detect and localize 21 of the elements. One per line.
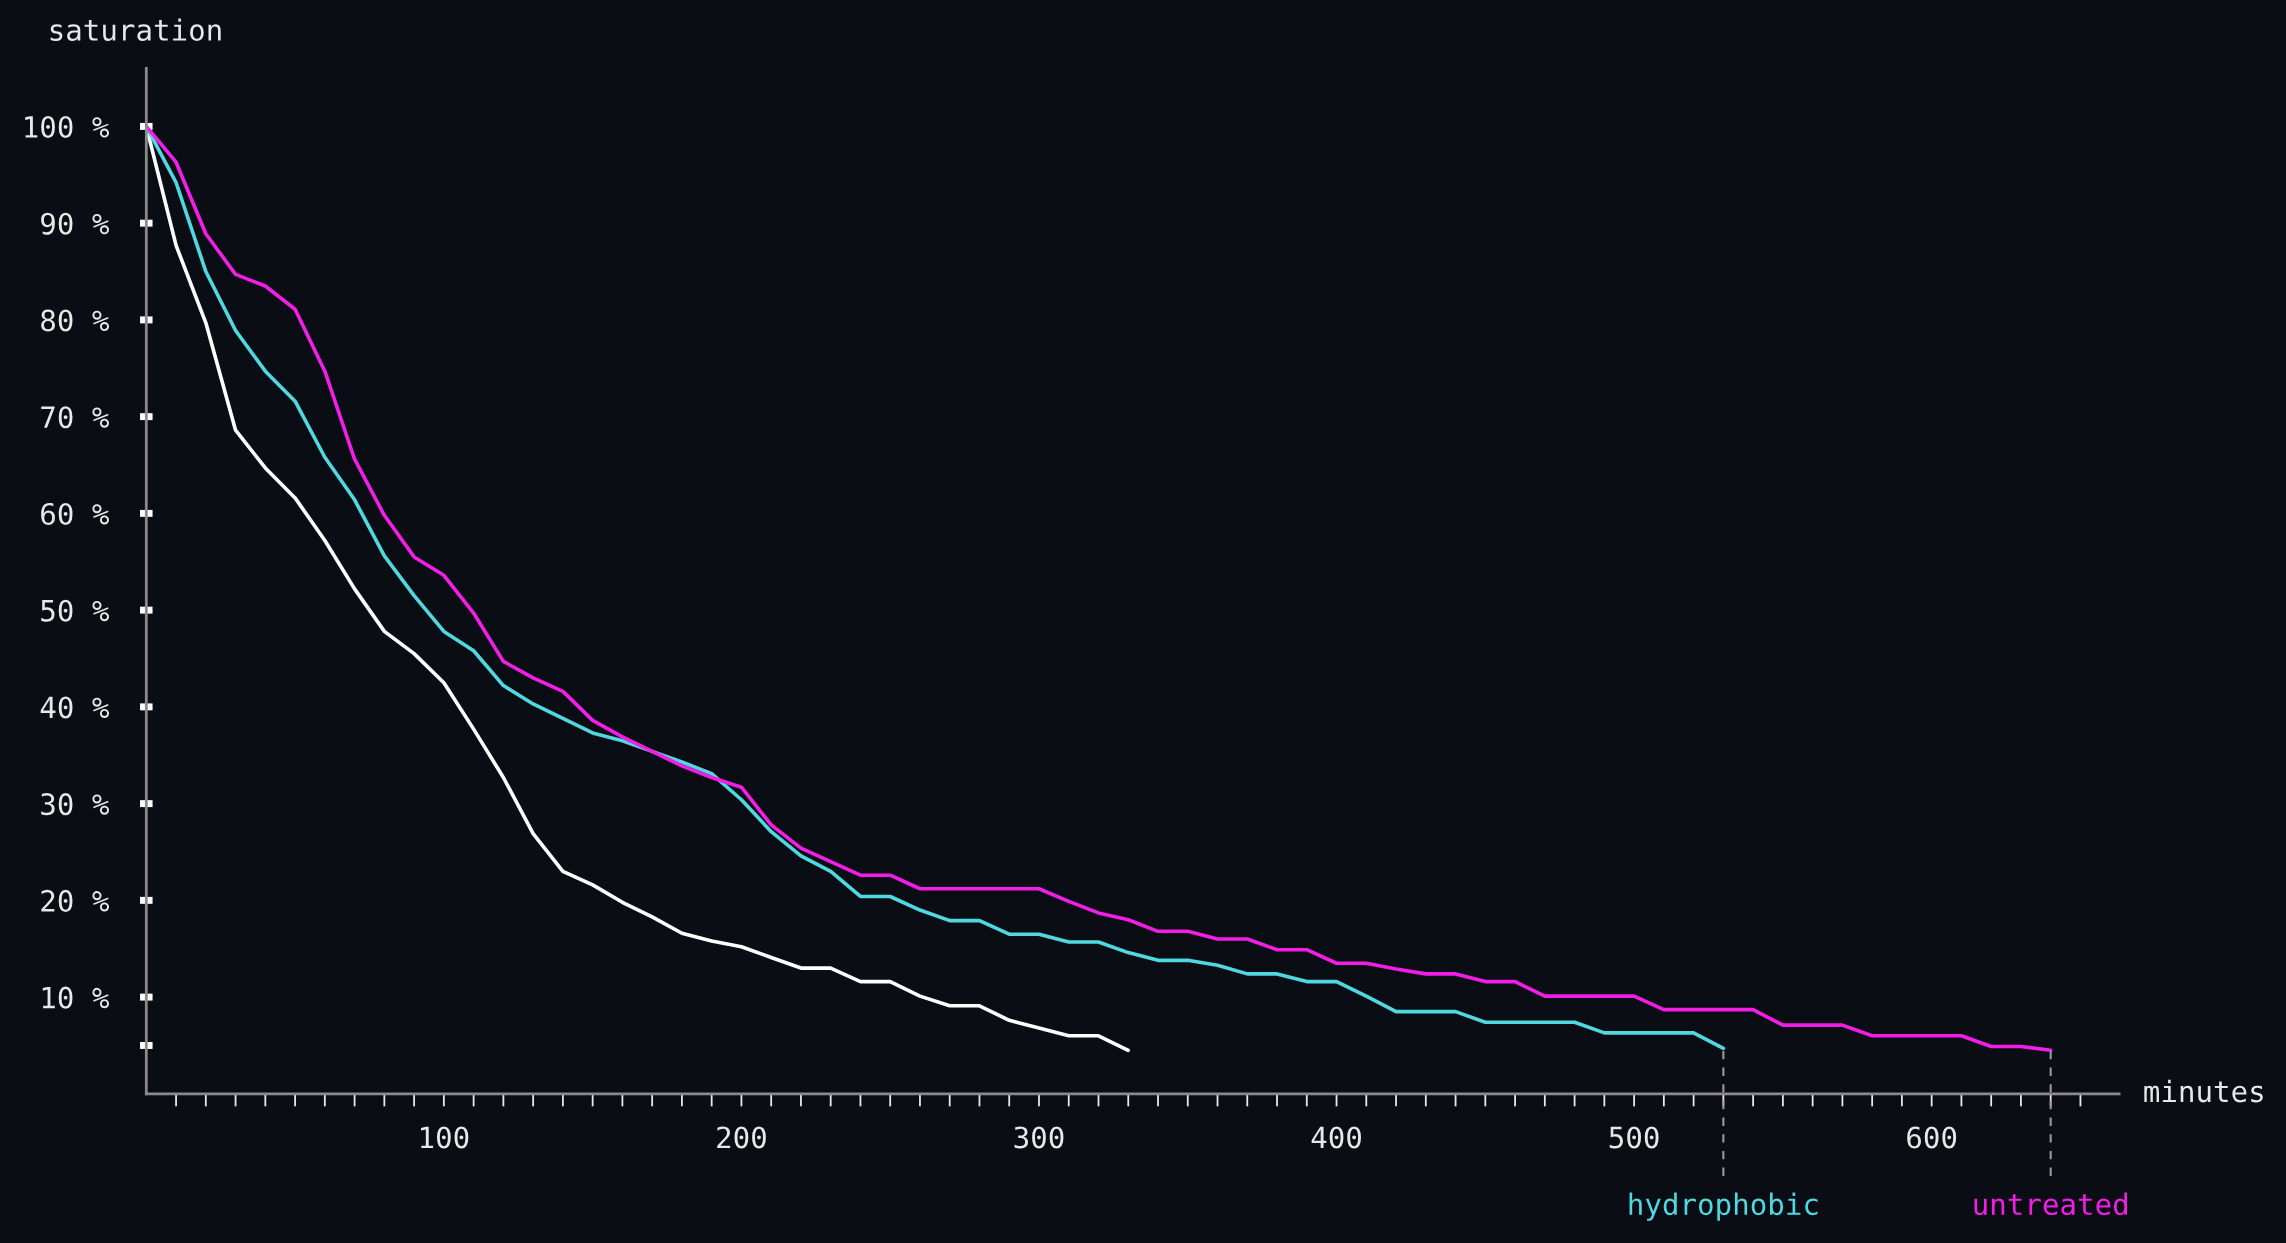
y-tick-label: 30 % (41, 793, 110, 816)
y-tick-label: 60 % (41, 502, 110, 525)
x-tick-label: 300 (1014, 1126, 1064, 1149)
x-tick-label: 400 (1311, 1126, 1361, 1149)
x-tick-label: 500 (1609, 1126, 1659, 1149)
text: untreated (1974, 1192, 2127, 1216)
y-tick-label: 50 % (41, 599, 110, 622)
line-series (146, 124, 2053, 1053)
x-tick-label: 600 (1907, 1126, 1957, 1149)
y-tick-label: 90 % (41, 212, 110, 235)
y-tick-label: 40 % (40, 696, 110, 719)
y-tick-label: 100 % (25, 115, 110, 138)
y-tick-label: 10 % (42, 986, 110, 1009)
y-tick-label: 70 % (41, 406, 110, 429)
x-tick-label: 100 (421, 1126, 469, 1149)
y-tick-label: 80 % (41, 309, 110, 332)
text: hydrophobic (1629, 1192, 1818, 1221)
y-tick-label: 20 % (41, 889, 110, 912)
y-axis-title: saturation (50, 18, 221, 42)
x-axis-title: minutes (2144, 1079, 2263, 1103)
x-tick-label: 200 (717, 1126, 766, 1149)
